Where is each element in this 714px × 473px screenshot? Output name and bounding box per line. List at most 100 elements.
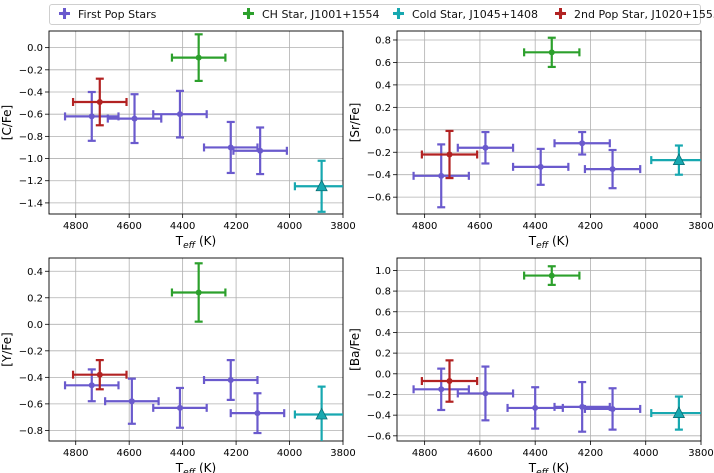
x-tick-label: 4400 xyxy=(170,221,195,232)
x-tick-label: 4400 xyxy=(522,448,547,459)
legend: First Pop Stars CH Star, J1001+1554 Cold… xyxy=(49,4,714,25)
data-point xyxy=(523,36,581,69)
y-tick-label: −1.0 xyxy=(19,154,43,165)
y-tick-label: 0.4 xyxy=(27,267,43,278)
y-tick-label: −0.8 xyxy=(19,426,43,437)
data-point xyxy=(293,385,343,441)
y-tick-label: −0.4 xyxy=(367,411,391,422)
legend-item-ch-star: CH Star, J1001+1554 xyxy=(243,8,379,21)
y-tick-label: −0.4 xyxy=(19,373,43,384)
data-point xyxy=(106,93,163,145)
marker-circle xyxy=(254,410,261,417)
x-tick-label: 4200 xyxy=(578,448,603,459)
y-tick-label: −0.2 xyxy=(367,390,391,401)
data-point xyxy=(293,159,343,213)
data-point xyxy=(456,130,515,165)
legend-label-2nd-pop: 2nd Pop Star, J1020+1555 xyxy=(574,8,714,21)
series-2nd-pop-star-j1020-1555 xyxy=(420,359,479,403)
series-2nd-pop-star-j1020-1555 xyxy=(71,359,128,391)
y-tick-label: −0.4 xyxy=(367,170,391,181)
x-axis-label: Teff (K) xyxy=(528,461,569,473)
data-point xyxy=(650,144,701,176)
data-point xyxy=(71,359,128,391)
y-axis-label: [Y/Fe] xyxy=(0,332,14,366)
marker-circle xyxy=(88,382,95,389)
data-point xyxy=(229,392,286,435)
marker-circle xyxy=(176,404,183,411)
y-tick-label: 0.0 xyxy=(27,320,43,331)
marker-triangle xyxy=(672,153,686,166)
legend-label-ch-star: CH Star, J1001+1554 xyxy=(262,8,380,21)
legend-marker-first-pop xyxy=(59,8,70,19)
x-tick-label: 4200 xyxy=(578,221,603,232)
y-axis-label: [C/Fe] xyxy=(0,105,14,140)
x-tick-label: 4600 xyxy=(467,221,492,232)
data-point xyxy=(152,89,208,139)
series-cold-star-j1045-1408 xyxy=(650,395,701,431)
y-tick-label: 0.4 xyxy=(375,328,391,339)
x-tick-label: 4000 xyxy=(277,221,302,232)
y-tick-label: 0.0 xyxy=(375,369,391,380)
y-tick-label: 0.8 xyxy=(375,287,391,298)
x-tick-label: 4200 xyxy=(223,221,248,232)
legend-label-cold-star: Cold Star, J1045+1408 xyxy=(412,8,538,21)
legend-marker-ch-star xyxy=(243,8,254,19)
x-tick-label: 4400 xyxy=(170,448,195,459)
series-cold-star-j1045-1408 xyxy=(293,159,343,213)
y-tick-label: 1.0 xyxy=(375,266,391,277)
series-first-pop-stars xyxy=(412,365,642,433)
marker-circle xyxy=(195,289,202,296)
marker-circle xyxy=(176,111,183,118)
data-point xyxy=(152,386,208,429)
marker-circle xyxy=(482,390,489,397)
data-point xyxy=(456,365,515,422)
axes-frame xyxy=(396,257,702,442)
marker-circle xyxy=(438,172,445,179)
data-point xyxy=(71,77,128,127)
marker-circle xyxy=(96,371,103,378)
marker-circle xyxy=(446,378,453,385)
legend-marker-cold-star xyxy=(393,8,404,19)
marker-circle xyxy=(609,166,616,173)
axes-frame xyxy=(48,257,344,442)
y-tick-label: −0.6 xyxy=(367,431,391,442)
series-cold-star-j1045-1408 xyxy=(650,144,701,176)
x-tick-label: 4000 xyxy=(277,448,302,459)
x-tick-label: 4000 xyxy=(633,221,658,232)
data-point xyxy=(523,265,581,286)
data-point xyxy=(420,359,479,403)
series-cold-star-j1045-1408 xyxy=(293,385,343,441)
data-point xyxy=(202,120,259,175)
series-first-pop-stars xyxy=(63,89,288,176)
data-point xyxy=(232,126,288,176)
marker-circle xyxy=(579,403,586,410)
marker-circle xyxy=(96,98,103,105)
data-point xyxy=(420,129,479,180)
axes-frame xyxy=(396,30,702,215)
y-tick-label: −0.8 xyxy=(19,132,43,143)
y-axis-label: [Ba/Fe] xyxy=(348,328,362,371)
marker-triangle xyxy=(315,407,328,420)
y-tick-label: 0.6 xyxy=(375,58,391,69)
x-tick-label: 3800 xyxy=(330,448,355,459)
legend-item-first-pop: First Pop Stars xyxy=(59,8,156,21)
marker-circle xyxy=(579,140,586,147)
y-tick-label: −0.4 xyxy=(19,88,43,99)
marker-circle xyxy=(227,377,234,383)
x-tick-label: 4600 xyxy=(116,221,141,232)
y-tick-label: −0.6 xyxy=(19,399,43,410)
panel-3: 4800 4600 4400 4200 4000 3800 0.4 0.2 0.0 −0.2 −0.… xyxy=(0,257,356,473)
x-tick-label: 3800 xyxy=(330,221,355,232)
marker-triangle xyxy=(315,179,328,192)
x-tick-label: 4400 xyxy=(522,221,547,232)
panel-2: 4800 4600 4400 4200 4000 3800 0.8 0.6 0.4 0.2 0.0 −… xyxy=(348,30,714,251)
x-tick-label: 4800 xyxy=(63,448,88,459)
marker-circle xyxy=(609,405,616,412)
y-tick-label: 0.0 xyxy=(27,43,43,54)
x-tick-label: 4200 xyxy=(223,448,248,459)
data-point xyxy=(170,262,227,323)
x-axis-label: Teff (K) xyxy=(175,461,216,473)
y-tick-label: 0.6 xyxy=(375,307,391,318)
y-tick-label: −0.6 xyxy=(19,110,43,121)
marker-circle xyxy=(438,386,445,393)
